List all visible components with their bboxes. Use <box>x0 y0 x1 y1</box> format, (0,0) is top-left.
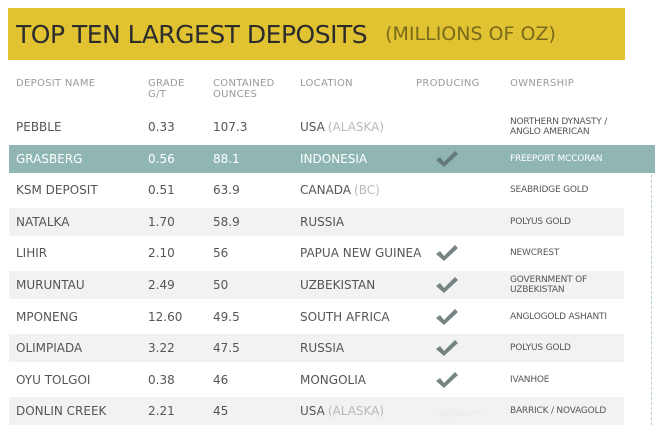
producing-check-icon <box>434 239 460 267</box>
ounces-value: 47.5 <box>213 341 240 356</box>
location-cell: SOUTH AFRICA <box>300 309 390 324</box>
table-row: PEBBLE 0.33 107.3 USA (ALASKA) NORTHERN DYNAS… <box>9 113 624 141</box>
table-row: LIHIR 2.10 56 PAPUA NEW GUINEA NEWCREST <box>9 239 624 267</box>
producing-check-icon <box>434 303 460 331</box>
location-cell: CANADA (BC) <box>300 183 380 198</box>
ownership-cell: POLYUS GOLD <box>510 216 571 227</box>
ownership-cell: IVANHOE <box>510 374 550 385</box>
header-contained-ounces: CONTAINED OUNCES <box>213 78 275 100</box>
grade-value: 1.70 <box>148 214 175 229</box>
grade-value: 0.33 <box>148 120 175 134</box>
header-ownership: OWNERSHIP <box>510 78 575 89</box>
grade-value: 0.51 <box>148 183 175 198</box>
ounces-value: 63.9 <box>213 183 240 198</box>
location-cell: USA (ALASKA) <box>300 120 385 134</box>
deposit-name: MURUNTAU <box>16 278 85 292</box>
ounces-value: 45 <box>213 404 229 419</box>
ounces-value: 58.9 <box>213 214 240 229</box>
table-header: DEPOSIT NAME GRADE G/T CONTAINED OUNCES LO… <box>0 78 640 108</box>
ownership-cell: NEWCREST <box>510 248 560 259</box>
ownership-cell: SEABRIDGE GOLD <box>510 185 589 196</box>
grade-value: 2.49 <box>148 278 175 292</box>
table-row: OLIMPIADA 3.22 47.5 RUSSIA POLYUS GOLD <box>9 334 624 363</box>
ounces-value: 50 <box>213 278 229 292</box>
deposit-name: LIHIR <box>16 246 48 261</box>
title-bar: TOP TEN LARGEST DEPOSITS (MILLIONS OF OZ… <box>8 8 625 60</box>
location-cell: MONGOLIA <box>300 372 366 387</box>
header-location: LOCATION <box>300 78 353 89</box>
table-row: GRASBERG 0.56 88.1 INDONESIA FREEPORT McCORA… <box>9 144 655 173</box>
deposit-name: OYU TOLGOI <box>16 372 91 387</box>
ownership-cell: ANGLOGOLD ASHANTI <box>510 311 607 322</box>
location-cell: PAPUA NEW GUINEA <box>300 246 422 261</box>
table-row: MURUNTAU 2.49 50 UZBEKISTAN GOVERNMENT OF UZB… <box>9 271 624 299</box>
ounces-value: 46 <box>213 372 229 387</box>
ounces-value: 107.3 <box>213 120 248 134</box>
producing-check-icon <box>434 271 460 299</box>
deposit-name: PEBBLE <box>16 120 62 134</box>
not-producing-mark <box>434 397 488 425</box>
table-row: KSM DEPOSIT 0.51 63.9 CANADA (BC) SEABRIDGE G… <box>9 176 624 204</box>
deposit-name: DONLIN CREEK <box>16 404 107 419</box>
page-title: TOP TEN LARGEST DEPOSITS <box>16 19 368 49</box>
deposit-name: MPONENG <box>16 309 78 324</box>
header-producing: PRODUCING <box>416 78 480 89</box>
location-cell: RUSSIA <box>300 341 345 356</box>
grade-value: 2.10 <box>148 246 175 261</box>
ounces-value: 88.1 <box>213 151 240 166</box>
table-row: DONLIN CREEK 2.21 45 USA (ALASKA) BARRICK / N… <box>9 397 624 426</box>
deposit-name: OLIMPIADA <box>16 341 83 356</box>
deposit-name: KSM DEPOSIT <box>16 183 98 198</box>
grade-value: 2.21 <box>148 404 175 419</box>
dashed-divider <box>651 175 652 425</box>
deposit-name: NATALKA <box>16 214 70 229</box>
location-cell: INDONESIA <box>300 151 368 166</box>
table-row: MPONENG 12.60 49.5 SOUTH AFRICA ANGLOGOLD AS… <box>9 303 624 331</box>
producing-check-icon <box>434 145 460 173</box>
page-subtitle: (MILLIONS OF OZ) <box>385 23 556 45</box>
deposit-name: GRASBERG <box>16 151 83 166</box>
ownership-cell: FREEPORT McCORAN <box>510 153 603 164</box>
ownership-cell: POLYUS GOLD <box>510 343 571 354</box>
header-grade: GRADE G/T <box>148 78 185 100</box>
location-cell: RUSSIA <box>300 214 345 229</box>
table-row: NATALKA 1.70 58.9 RUSSIA POLYUS GOLD <box>9 207 624 236</box>
grade-value: 12.60 <box>148 309 183 324</box>
ownership-cell: BARRICK / NOVAGOLD <box>510 406 607 417</box>
table-row: OYU TOLGOI 0.38 46 MONGOLIA IVANHOE <box>9 366 624 394</box>
ounces-value: 49.5 <box>213 309 240 324</box>
ownership-cell: GOVERNMENT OF UZBEKISTAN <box>510 275 587 295</box>
grade-value: 0.38 <box>148 372 175 387</box>
producing-check-icon <box>434 334 460 362</box>
location-cell: USA (ALASKA) <box>300 404 385 419</box>
header-deposit-name: DEPOSIT NAME <box>16 78 96 89</box>
producing-check-icon <box>434 366 460 394</box>
ownership-cell: NORTHERN DYNASTY / ANGLO AMERICAN <box>510 117 608 137</box>
grade-value: 3.22 <box>148 341 175 356</box>
ounces-value: 56 <box>213 246 229 261</box>
location-cell: UZBEKISTAN <box>300 278 376 292</box>
grade-value: 0.56 <box>148 151 175 166</box>
